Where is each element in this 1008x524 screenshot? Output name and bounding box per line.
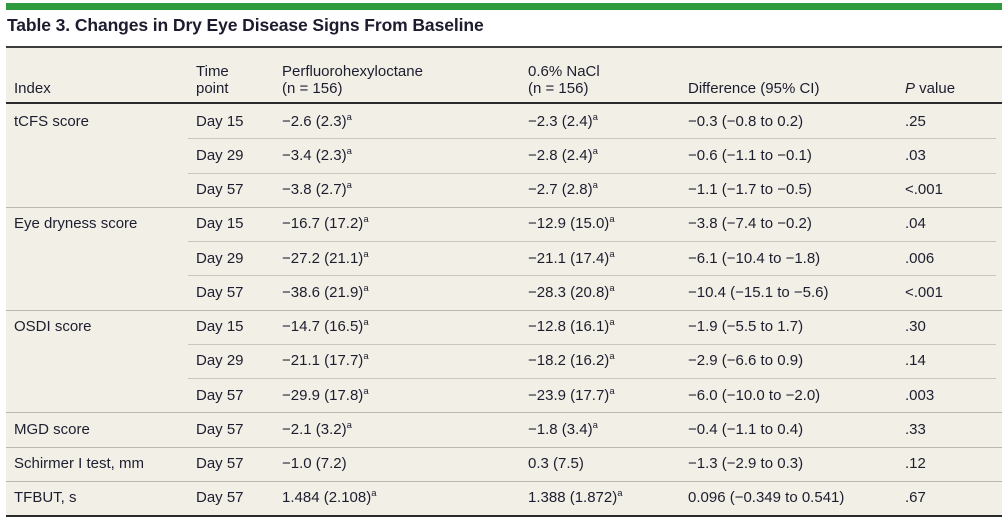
table-row: Day 29 −27.2 (21.1)a −21.1 (17.4)a −6.1 (−1… <box>6 241 1002 275</box>
cell-p-value: .30 <box>905 318 926 336</box>
column-header-nacl: 0.6% NaCl (n = 156) <box>528 63 600 97</box>
cell-difference: −1.3 (−2.9 to 0.3) <box>688 455 804 473</box>
table-row: Day 57 −29.9 (17.8)a −23.9 (17.7)a −6.0 (−1… <box>6 378 1002 412</box>
cell-p-value: <.001 <box>905 283 943 301</box>
table-body: tCFS score Day 15 −2.6 (2.3)a −2.3 (2.4)a −0… <box>6 104 1002 515</box>
cell-difference: −10.4 (−15.1 to −5.6) <box>688 283 829 301</box>
cell-time-point: Day 29 <box>196 249 244 267</box>
cell-time-point: Day 29 <box>196 352 244 370</box>
table-row: Day 29 −3.4 (2.3)a −2.8 (2.4)a −0.6 (−1.1 t… <box>6 138 1002 172</box>
cell-p-value: .14 <box>905 352 926 370</box>
table-row: MGD score Day 57 −2.1 (3.2)a −1.8 (3.4)a −0.… <box>6 412 1002 446</box>
cell-index: OSDI score <box>14 318 92 336</box>
cell-time-point: Day 57 <box>196 420 244 438</box>
cell-p-value: .33 <box>905 420 926 438</box>
cell-time-point: Day 57 <box>196 455 244 473</box>
cell-perfluorohexyloctane-value: −3.4 (2.3)a <box>282 145 352 164</box>
cell-difference: −6.0 (−10.0 to −2.0) <box>688 386 821 404</box>
table-row: Day 57 −38.6 (21.9)a −28.3 (20.8)a −10.4 (−… <box>6 275 1002 309</box>
cell-difference: −2.9 (−6.6 to 0.9) <box>688 352 804 370</box>
cell-nacl-value: −28.3 (20.8)a <box>528 282 615 301</box>
cell-perfluorohexyloctane-value: −2.1 (3.2)a <box>282 419 352 438</box>
cell-index: Eye dryness score <box>14 215 138 233</box>
column-header-perfluorohexyloctane: Perfluorohexyloctane (n = 156) <box>282 63 423 97</box>
cell-difference: −0.4 (−1.1 to 0.4) <box>688 420 804 438</box>
results-table: Index Time point Perfluorohexyloctane (n… <box>6 48 1002 517</box>
column-header-index: Index <box>14 80 51 97</box>
cell-difference: −0.6 (−1.1 to −0.1) <box>688 146 812 164</box>
cell-perfluorohexyloctane-value: −29.9 (17.8)a <box>282 385 369 404</box>
journal-accent-bar <box>6 3 1002 10</box>
table-row: Day 29 −21.1 (17.7)a −18.2 (16.2)a −2.9 (−6… <box>6 343 1002 378</box>
column-header-difference: Difference (95% CI) <box>688 80 820 97</box>
cell-nacl-value: −18.2 (16.2)a <box>528 351 615 370</box>
cell-difference: −1.9 (−5.5 to 1.7) <box>688 318 804 336</box>
cell-nacl-value: −12.8 (16.1)a <box>528 317 615 336</box>
table-row: Eye dryness score Day 15 −16.7 (17.2)a −12.… <box>6 206 1002 241</box>
cell-perfluorohexyloctane-value: −3.8 (2.7)a <box>282 180 352 199</box>
cell-perfluorohexyloctane-value: −16.7 (17.2)a <box>282 214 369 233</box>
cell-time-point: Day 29 <box>196 146 244 164</box>
table-row: tCFS score Day 15 −2.6 (2.3)a −2.3 (2.4)a −0… <box>6 104 1002 138</box>
cell-p-value: .25 <box>905 112 926 130</box>
cell-nacl-value: −2.7 (2.8)a <box>528 180 598 199</box>
cell-time-point: Day 57 <box>196 181 244 199</box>
cell-perfluorohexyloctane-value: 1.484 (2.108)a <box>282 488 377 507</box>
cell-index: TFBUT, s <box>14 489 77 507</box>
cell-p-value: .67 <box>905 489 926 507</box>
table-title: Table 3. Changes in Dry Eye Disease Sign… <box>7 15 484 35</box>
cell-nacl-value: −23.9 (17.7)a <box>528 385 615 404</box>
table-row: OSDI score Day 15 −14.7 (16.5)a −12.8 (16.1… <box>6 309 1002 344</box>
cell-time-point: Day 57 <box>196 386 244 404</box>
cell-time-point: Day 15 <box>196 318 244 336</box>
title-divider <box>6 46 1002 48</box>
cell-p-value: .003 <box>905 386 935 404</box>
cell-nacl-value: −1.8 (3.4)a <box>528 419 598 438</box>
column-header-time-point: Time point <box>196 63 229 97</box>
cell-index: Schirmer I test, mm <box>14 455 145 473</box>
cell-perfluorohexyloctane-value: −21.1 (17.7)a <box>282 351 369 370</box>
cell-index: tCFS score <box>14 112 90 130</box>
cell-nacl-value: −2.8 (2.4)a <box>528 145 598 164</box>
column-header-p-value: P value <box>905 80 956 97</box>
cell-difference: −3.8 (−7.4 to −0.2) <box>688 215 812 233</box>
cell-perfluorohexyloctane-value: −14.7 (16.5)a <box>282 317 369 336</box>
cell-nacl-value: −2.3 (2.4)a <box>528 111 598 130</box>
cell-perfluorohexyloctane-value: −1.0 (7.2) <box>282 455 347 473</box>
cell-p-value: .006 <box>905 249 935 267</box>
table-row: TFBUT, s Day 57 1.484 (2.108)a 1.388 (1.872… <box>6 480 1002 515</box>
cell-time-point: Day 15 <box>196 215 244 233</box>
cell-time-point: Day 57 <box>196 489 244 507</box>
cell-difference: −0.3 (−0.8 to 0.2) <box>688 112 804 130</box>
cell-p-value: .03 <box>905 146 926 164</box>
cell-index: MGD score <box>14 420 90 438</box>
cell-nacl-value: 1.388 (1.872)a <box>528 488 623 507</box>
cell-p-value: <.001 <box>905 181 943 199</box>
cell-difference: −1.1 (−1.7 to −0.5) <box>688 181 812 199</box>
cell-time-point: Day 15 <box>196 112 244 130</box>
cell-perfluorohexyloctane-value: −27.2 (21.1)a <box>282 248 369 267</box>
cell-perfluorohexyloctane-value: −2.6 (2.3)a <box>282 111 352 130</box>
cell-nacl-value: −12.9 (15.0)a <box>528 214 615 233</box>
cell-p-value: .12 <box>905 455 926 473</box>
cell-nacl-value: −21.1 (17.4)a <box>528 248 615 267</box>
table-row: Schirmer I test, mm Day 57 −1.0 (7.2) 0.3 (… <box>6 446 1002 481</box>
cell-difference: −6.1 (−10.4 to −1.8) <box>688 249 821 267</box>
table-row: Day 57 −3.8 (2.7)a −2.7 (2.8)a −1.1 (−1.7 t… <box>6 172 1002 207</box>
cell-difference: 0.096 (−0.349 to 0.541) <box>688 489 845 507</box>
cell-nacl-value: 0.3 (7.5) <box>528 455 584 473</box>
cell-p-value: .04 <box>905 215 926 233</box>
cell-perfluorohexyloctane-value: −38.6 (21.9)a <box>282 282 369 301</box>
cell-time-point: Day 57 <box>196 283 244 301</box>
table-header-row: Index Time point Perfluorohexyloctane (n… <box>6 48 1002 104</box>
